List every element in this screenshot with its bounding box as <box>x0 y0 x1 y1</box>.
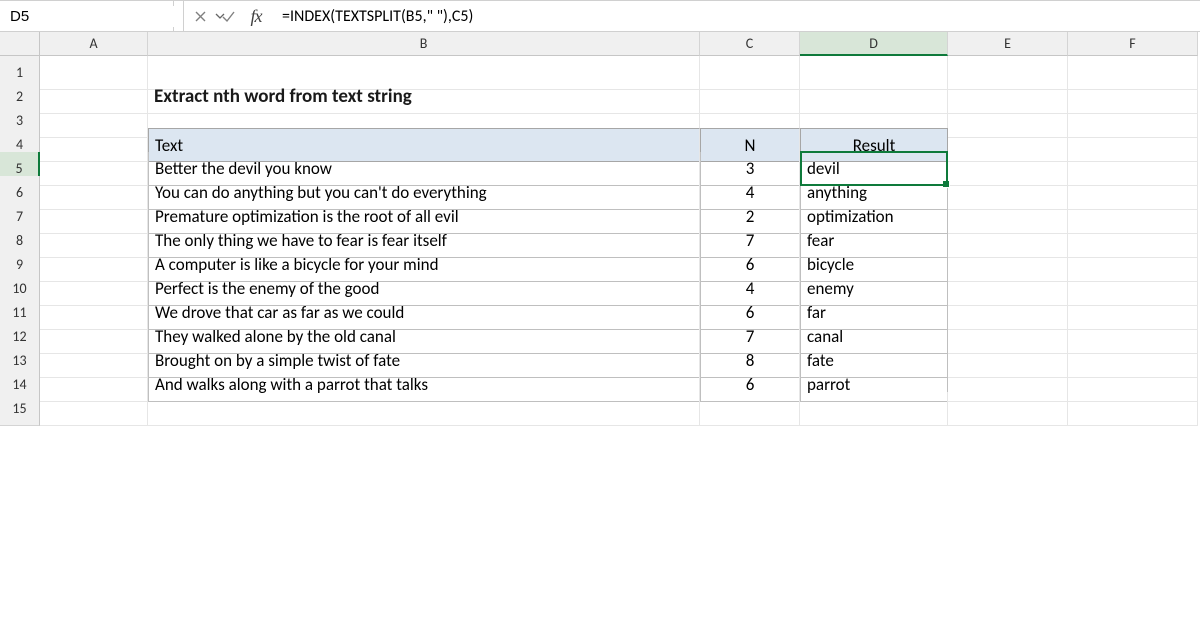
formula-input[interactable] <box>272 1 1200 31</box>
column-header[interactable]: C <box>700 32 800 56</box>
empty-cell[interactable] <box>948 392 1068 426</box>
empty-cell[interactable] <box>700 392 800 426</box>
column-header[interactable]: B <box>148 32 700 56</box>
name-box-container <box>0 1 174 31</box>
formula-bar: fx <box>0 0 1200 32</box>
empty-cell[interactable] <box>800 392 948 426</box>
cancel-icon[interactable] <box>186 1 214 31</box>
column-header[interactable]: F <box>1068 32 1198 56</box>
fx-icon[interactable]: fx <box>242 1 270 31</box>
empty-cell[interactable] <box>148 392 700 426</box>
column-header[interactable]: D <box>800 32 948 56</box>
select-all-corner[interactable] <box>0 32 40 56</box>
empty-cell[interactable] <box>1068 392 1198 426</box>
table-row-result[interactable]: devil <box>800 152 948 186</box>
row-header[interactable]: 15 <box>0 392 40 426</box>
check-icon[interactable] <box>214 1 242 31</box>
spreadsheet-grid: ABCDEF12Extract nth word from text strin… <box>0 32 1200 416</box>
column-header[interactable]: E <box>948 32 1068 56</box>
formula-bar-controls: fx <box>184 1 272 31</box>
column-header[interactable]: A <box>40 32 148 56</box>
empty-cell[interactable] <box>40 392 148 426</box>
